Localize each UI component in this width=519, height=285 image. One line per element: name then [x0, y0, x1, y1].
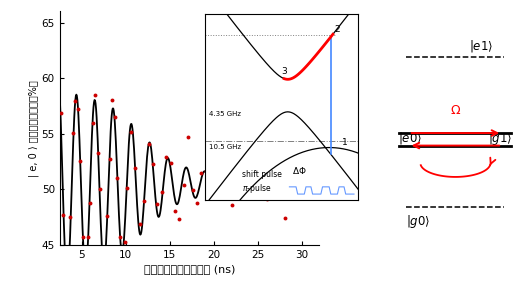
Text: $\pi$-pulse: $\pi$-pulse [242, 182, 271, 195]
Text: 4.35 GHz: 4.35 GHz [209, 111, 241, 117]
Text: $\Delta\Phi$: $\Delta\Phi$ [292, 165, 307, 176]
Text: 2: 2 [334, 25, 340, 34]
Text: $|g0\rangle$: $|g0\rangle$ [406, 213, 431, 230]
X-axis label: 共鳴条件を保った時間 (ns): 共鳴条件を保った時間 (ns) [144, 264, 235, 274]
Text: shift pulse: shift pulse [242, 170, 282, 179]
Text: $|g1\rangle$: $|g1\rangle$ [488, 130, 513, 146]
Text: 3: 3 [281, 67, 287, 76]
Y-axis label: | e, 0 ⟩ 状態にある確率（%）: | e, 0 ⟩ 状態にある確率（%） [29, 80, 39, 177]
Text: $|e0\rangle$: $|e0\rangle$ [398, 130, 422, 146]
Text: 10.5 GHz: 10.5 GHz [209, 144, 241, 150]
Legend: data, fit: data, fit [242, 19, 311, 48]
Text: $|e1\rangle$: $|e1\rangle$ [469, 38, 494, 54]
Text: $\Omega$: $\Omega$ [450, 104, 461, 117]
Text: 1: 1 [342, 138, 347, 147]
